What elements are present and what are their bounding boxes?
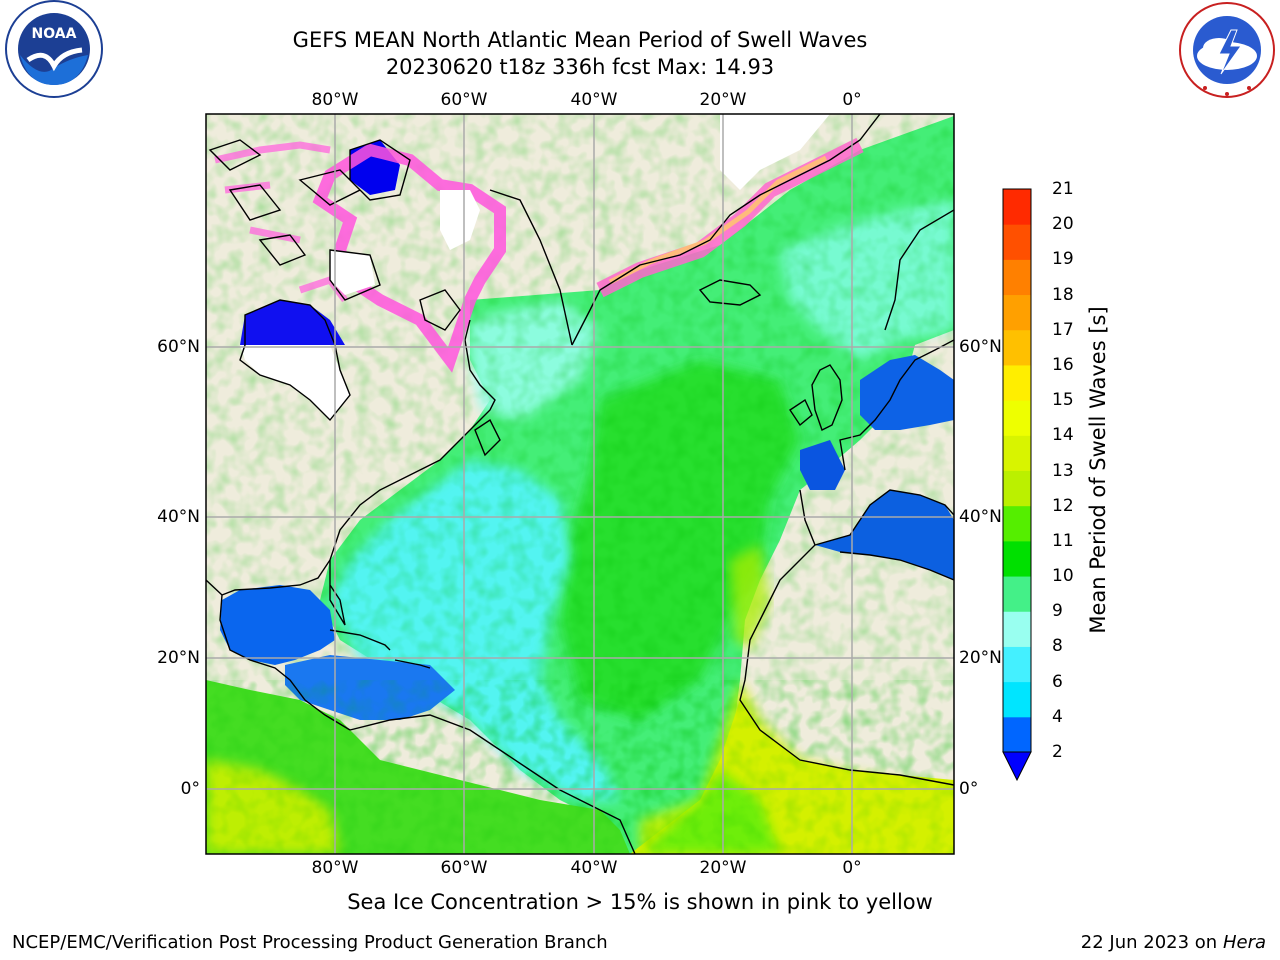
colorbar-swatch: [1003, 681, 1031, 718]
colorbar-tick-label: 17: [1052, 319, 1074, 340]
north-sea-baltic: [860, 355, 954, 430]
colorbar: [1002, 188, 1032, 782]
footer-date-text: 22 Jun 2023 on: [1080, 932, 1218, 953]
lat-label-left-40n: 40°N: [157, 507, 200, 527]
lon-label-top-60w: 60°W: [440, 90, 488, 110]
lon-label-bottom-40w: 40°W: [570, 858, 618, 878]
colorbar-swatches: [1003, 189, 1031, 753]
gulf-of-mexico: [220, 585, 335, 665]
ice-edge-greenland-yellow: [608, 155, 828, 285]
colorbar-swatch: [1003, 576, 1031, 612]
colorbar-swatch: [1003, 540, 1031, 577]
ocean-canary-yellowgreen: [730, 545, 770, 650]
chart-subtitle: 20230620 t18z 336h fcst Max: 14.93: [385, 55, 775, 79]
colorbar-swatch: [1003, 259, 1031, 296]
colorbar-tick-label: 12: [1052, 495, 1074, 516]
sea-ice-note: Sea Ice Concentration > 15% is shown in …: [347, 890, 933, 914]
colorbar-swatch: [1003, 505, 1031, 542]
colorbar-tick-label: 2: [1052, 742, 1063, 762]
lat-label-left-20n: 20°N: [157, 648, 200, 668]
noaa-logo-text: NOAA: [32, 26, 77, 42]
colorbar-frame: [1002, 188, 1032, 753]
hudson-bay-blue: [240, 300, 345, 345]
lon-label-bottom-0: 0°: [842, 858, 862, 878]
colorbar-tick-label: 4: [1052, 706, 1063, 727]
bay-of-biscay: [800, 440, 845, 490]
colorbar-swatch: [1003, 470, 1031, 507]
nws-logo: [1179, 2, 1275, 98]
colorbar-tick-label: 13: [1052, 460, 1074, 481]
colorbar-tick-label: 15: [1052, 390, 1074, 411]
lon-label-top-40w: 40°W: [570, 90, 618, 110]
colorbar-tick-label: 20: [1052, 214, 1074, 235]
colorbar-tick-label: 18: [1052, 284, 1074, 305]
ice-covered-greenland-sea: [720, 114, 830, 190]
footer-machine: Hera: [1222, 932, 1266, 953]
lat-label-right-60n: 60°N: [959, 337, 1002, 357]
colorbar-swatch: [1003, 294, 1031, 331]
colorbar-swatch: [1003, 716, 1031, 753]
colorbar-extend-triangle: [1002, 751, 1032, 782]
lon-label-bottom-80w: 80°W: [311, 858, 359, 878]
noaa-logo: NOAA: [5, 0, 103, 98]
colorbar-label: Mean Period of Swell Waves [s]: [1086, 306, 1110, 634]
lon-label-top-80w: 80°W: [311, 90, 359, 110]
colorbar-tick-label: 19: [1052, 249, 1074, 270]
lon-label-bottom-60w: 60°W: [440, 858, 488, 878]
footer-date: 22 Jun 2023 on Hera: [1081, 932, 1266, 953]
ice-covered-hudson: [240, 345, 350, 420]
colorbar-swatch: [1003, 611, 1031, 647]
lon-label-top-20w: 20°W: [699, 90, 747, 110]
mediterranean-sea: [815, 490, 954, 580]
colorbar-tick-label: 9: [1052, 601, 1063, 622]
colorbar-tick-label: 10: [1052, 566, 1074, 587]
lon-label-bottom-20w: 20°W: [699, 858, 747, 878]
graticule: [206, 114, 954, 854]
colorbar-swatch: [1003, 435, 1031, 471]
colorbar-swatch: [1003, 400, 1031, 436]
lat-label-left-0: 0°: [180, 779, 200, 799]
colorbar-tick-label: 8: [1052, 636, 1063, 657]
colorbar-swatch: [1003, 329, 1031, 366]
lat-label-left-60n: 60°N: [157, 337, 200, 357]
colorbar-swatch: [1003, 224, 1031, 260]
lat-label-right-20n: 20°N: [959, 648, 1002, 668]
ice-covered-baffin: [440, 190, 480, 250]
ice-covered-foxe: [330, 250, 375, 295]
colorbar-tick-label: 16: [1052, 354, 1074, 375]
coastlines: [206, 114, 954, 854]
colorbar-tick-label: 6: [1052, 671, 1063, 692]
colorbar-swatch: [1003, 364, 1031, 401]
colorbar-tick-label: 14: [1052, 425, 1074, 446]
colorbar-swatch: [1003, 646, 1031, 683]
chart-title: GEFS MEAN North Atlantic Mean Period of …: [292, 28, 868, 52]
colorbar-tick-label: 11: [1052, 530, 1074, 551]
lat-label-right-0: 0°: [959, 779, 979, 799]
lon-label-top-0: 0°: [842, 90, 862, 110]
footer-producer: NCEP/EMC/Verification Post Processing Pr…: [12, 932, 608, 953]
ice-edge-baffin: [312, 143, 506, 373]
map-frame: [205, 113, 955, 855]
colorbar-swatch: [1003, 189, 1031, 225]
colorbar-tick-label: 21: [1052, 179, 1074, 199]
lat-label-right-40n: 40°N: [959, 507, 1002, 527]
